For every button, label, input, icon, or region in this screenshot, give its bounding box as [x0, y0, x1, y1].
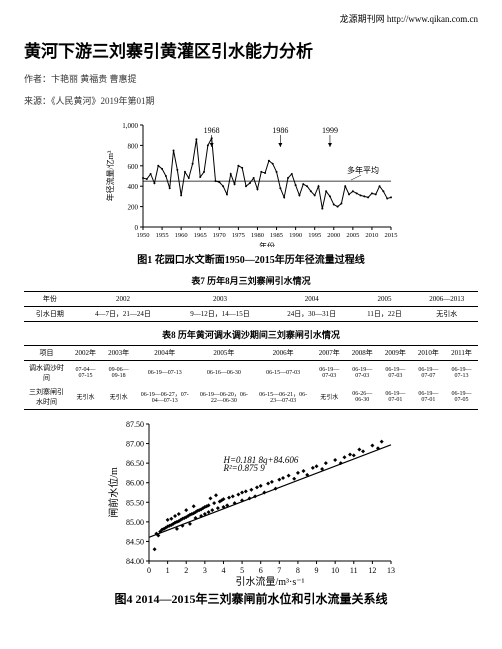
svg-text:84.50: 84.50 — [126, 537, 144, 546]
svg-text:1: 1 — [166, 566, 170, 575]
svg-text:2000: 2000 — [327, 232, 340, 239]
fig1-chart: 0 200 400 600 800 1,000 1950 1955 1960 1965 1970 19… — [101, 117, 401, 247]
authors: 作者：卞艳丽 黄福贵 曹惠提 — [24, 72, 478, 86]
svg-text:1975: 1975 — [232, 232, 245, 239]
svg-text:85.50: 85.50 — [126, 498, 144, 507]
svg-text:1985: 1985 — [270, 232, 283, 239]
svg-text:5: 5 — [240, 566, 244, 575]
svg-text:引水流量/m³·s⁻¹: 引水流量/m³·s⁻¹ — [235, 575, 304, 586]
svg-text:84.00: 84.00 — [126, 557, 144, 566]
fig4-chart: 84.00 84.50 85.00 85.50 86.00 86.50 87.00 87.50… — [101, 416, 401, 586]
svg-text:2005: 2005 — [346, 232, 359, 239]
svg-text:11: 11 — [350, 566, 358, 575]
svg-text:3: 3 — [203, 566, 207, 575]
svg-text:1980: 1980 — [251, 232, 264, 239]
fig4-caption: 图4 2014—2015年三刘寨闸前水位和引水流量关系线 — [24, 590, 478, 607]
svg-text:1986: 1986 — [272, 126, 288, 135]
svg-text:87.50: 87.50 — [126, 420, 144, 429]
svg-text:200: 200 — [128, 203, 139, 211]
page-title: 黄河下游三刘寨引黄灌区引水能力分析 — [24, 37, 478, 62]
svg-text:1965: 1965 — [194, 232, 207, 239]
svg-text:86.00: 86.00 — [126, 478, 144, 487]
svg-text:1999: 1999 — [322, 126, 338, 135]
svg-text:1,000: 1,000 — [122, 122, 138, 130]
svg-text:2015: 2015 — [385, 232, 398, 239]
svg-text:9: 9 — [315, 566, 319, 575]
table8-title: 表8 历年黄河调水调沙期间三刘寨闸引水情况 — [24, 328, 478, 341]
svg-text:800: 800 — [128, 142, 139, 150]
svg-text:6: 6 — [259, 566, 263, 575]
svg-text:1950: 1950 — [137, 232, 150, 239]
svg-text:600: 600 — [128, 163, 139, 171]
svg-text:8: 8 — [296, 566, 300, 575]
svg-text:85.00: 85.00 — [126, 518, 144, 527]
svg-text:R²=0.875 9: R²=0.875 9 — [222, 463, 265, 473]
svg-text:闸前水位/m: 闸前水位/m — [107, 467, 120, 518]
svg-text:1990: 1990 — [289, 232, 302, 239]
svg-text:年径流量/亿m³: 年径流量/亿m³ — [105, 150, 115, 201]
svg-text:7: 7 — [277, 566, 281, 575]
svg-text:1995: 1995 — [308, 232, 321, 239]
svg-text:87.00: 87.00 — [126, 439, 144, 448]
svg-text:1960: 1960 — [175, 232, 188, 239]
svg-text:12: 12 — [368, 566, 376, 575]
svg-text:2: 2 — [184, 566, 188, 575]
svg-text:13: 13 — [387, 566, 395, 575]
svg-text:1970: 1970 — [213, 232, 226, 239]
svg-text:10: 10 — [331, 566, 339, 575]
svg-text:4: 4 — [221, 566, 225, 575]
svg-text:0: 0 — [147, 566, 151, 575]
svg-text:年份: 年份 — [259, 241, 275, 247]
table8: 项目2002年2003年2004年2005年2006年2007年2008年200… — [24, 345, 478, 410]
svg-text:2010: 2010 — [365, 232, 378, 239]
table7: 年份20022003200420052006—2013引水日期4—7日，21—2… — [24, 291, 478, 322]
svg-text:多年平均: 多年平均 — [347, 165, 379, 175]
svg-text:86.50: 86.50 — [126, 459, 144, 468]
svg-text:1955: 1955 — [156, 232, 169, 239]
svg-text:1968: 1968 — [204, 126, 220, 135]
svg-text:0: 0 — [135, 224, 139, 232]
fig1-caption: 图1 花园口水文断面1950—2015年历年径流量过程线 — [24, 251, 478, 266]
site-link: 龙源期刊网 http://www.qikan.com.cn — [24, 12, 478, 25]
table7-title: 表7 历年8月三刘寨闸引水情况 — [24, 274, 478, 287]
source: 来源：《人民黄河》2019年第01期 — [24, 94, 478, 108]
svg-text:400: 400 — [128, 183, 139, 191]
